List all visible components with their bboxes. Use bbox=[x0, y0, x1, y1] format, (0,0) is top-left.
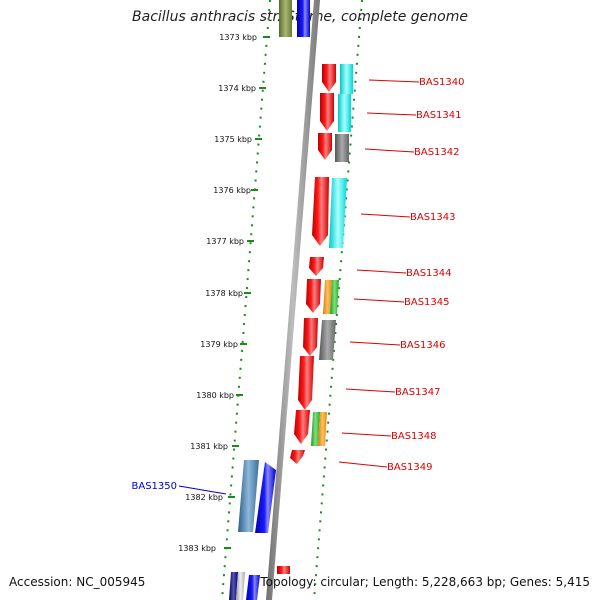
gene-bas1342 bbox=[318, 133, 332, 160]
kbp-tick-label: 1383 kbp bbox=[178, 544, 216, 553]
gene-bas1343 bbox=[312, 177, 329, 246]
gene-leader-line bbox=[356, 269, 407, 274]
gene-bas1345-orange bbox=[323, 280, 332, 314]
gene-blue-top bbox=[297, 0, 310, 37]
kbp-tick-label: 1377 kbp bbox=[206, 237, 244, 246]
gene-blue-bottom bbox=[246, 575, 260, 600]
kbp-tick-label: 1376 kbp bbox=[213, 186, 251, 195]
gene-leader-line bbox=[353, 298, 405, 303]
gene-leader-line bbox=[178, 485, 227, 495]
gene-bas1346 bbox=[303, 318, 318, 356]
gene-leader-line bbox=[349, 341, 401, 346]
gene-leader-line bbox=[345, 388, 396, 393]
gene-label-bas1343[interactable]: BAS1343 bbox=[410, 212, 456, 223]
kbp-tick-label: 1375 kbp bbox=[214, 135, 252, 144]
gene-label-bas1344[interactable]: BAS1344 bbox=[406, 268, 452, 279]
gene-leader-line bbox=[368, 79, 420, 83]
gene-leader-line bbox=[341, 432, 392, 437]
genome-backbone bbox=[266, 0, 320, 600]
left-guide-track bbox=[221, 0, 271, 600]
gene-bas1347 bbox=[298, 356, 314, 410]
gene-bas1348-orange bbox=[318, 412, 327, 446]
gene-label-bas1350[interactable]: BAS1350 bbox=[132, 481, 178, 492]
gene-bas1340-partner bbox=[340, 64, 353, 94]
gene-label-bas1349[interactable]: BAS1349 bbox=[387, 462, 433, 473]
gene-bas1344 bbox=[309, 257, 324, 276]
gene-bas1350-partner bbox=[255, 462, 276, 533]
gene-red-bottom bbox=[277, 566, 290, 574]
gene-bas1348-green bbox=[311, 412, 320, 446]
gene-bas1341 bbox=[320, 93, 334, 131]
gene-label-bas1345[interactable]: BAS1345 bbox=[404, 297, 450, 308]
kbp-tick-label: 1381 kbp bbox=[190, 442, 228, 451]
kbp-tick-label: 1373 kbp bbox=[219, 33, 257, 42]
gene-label-bas1347[interactable]: BAS1347 bbox=[395, 387, 441, 398]
gene-label-bas1346[interactable]: BAS1346 bbox=[400, 340, 446, 351]
kbp-tick-label: 1378 kbp bbox=[205, 289, 243, 298]
gene-bas1345-green bbox=[330, 280, 339, 314]
gene-leader-line bbox=[366, 112, 417, 116]
gene-label-bas1340[interactable]: BAS1340 bbox=[419, 77, 465, 88]
gene-leader-line bbox=[364, 148, 415, 153]
gene-bas1343-partner bbox=[329, 178, 347, 248]
gene-bas1350 bbox=[238, 460, 259, 532]
gene-bas1346-partner bbox=[319, 320, 336, 360]
gene-olive bbox=[279, 0, 292, 37]
gene-bas1345 bbox=[306, 279, 321, 313]
kbp-tick-label: 1374 kbp bbox=[218, 84, 256, 93]
gene-label-bas1348[interactable]: BAS1348 bbox=[391, 431, 437, 442]
gene-bas1341-partner bbox=[338, 94, 351, 132]
gene-bas1349 bbox=[290, 450, 305, 464]
kbp-tick-label: 1382 kbp bbox=[185, 493, 223, 502]
right-guide-track bbox=[313, 0, 363, 600]
gene-navy-bottom bbox=[229, 572, 238, 600]
gene-bas1342-partner bbox=[335, 134, 349, 162]
gene-label-bas1342[interactable]: BAS1342 bbox=[414, 147, 460, 158]
kbp-tick-label: 1380 kbp bbox=[196, 391, 234, 400]
gene-label-bas1341[interactable]: BAS1341 bbox=[416, 110, 462, 121]
kbp-tick-label: 1379 kbp bbox=[200, 340, 238, 349]
gene-silver-bottom bbox=[236, 572, 245, 600]
gene-leader-line bbox=[338, 461, 388, 468]
gene-bas1340 bbox=[322, 64, 336, 92]
gene-bas1348 bbox=[294, 410, 310, 444]
gene-leader-line bbox=[360, 213, 411, 218]
genome-summary-text: Topology: circular; Length: 5,228,663 bp… bbox=[260, 575, 590, 589]
accession-text: Accession: NC_005945 bbox=[9, 575, 146, 589]
